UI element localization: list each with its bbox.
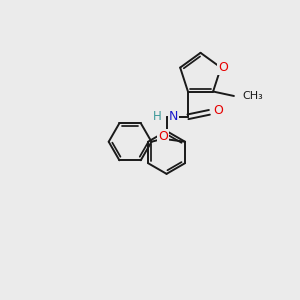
Text: O: O <box>218 61 228 74</box>
Text: CH₃: CH₃ <box>242 91 263 101</box>
Text: H: H <box>152 110 161 123</box>
Text: O: O <box>158 130 168 143</box>
Text: N: N <box>169 110 178 123</box>
Text: O: O <box>213 104 223 117</box>
